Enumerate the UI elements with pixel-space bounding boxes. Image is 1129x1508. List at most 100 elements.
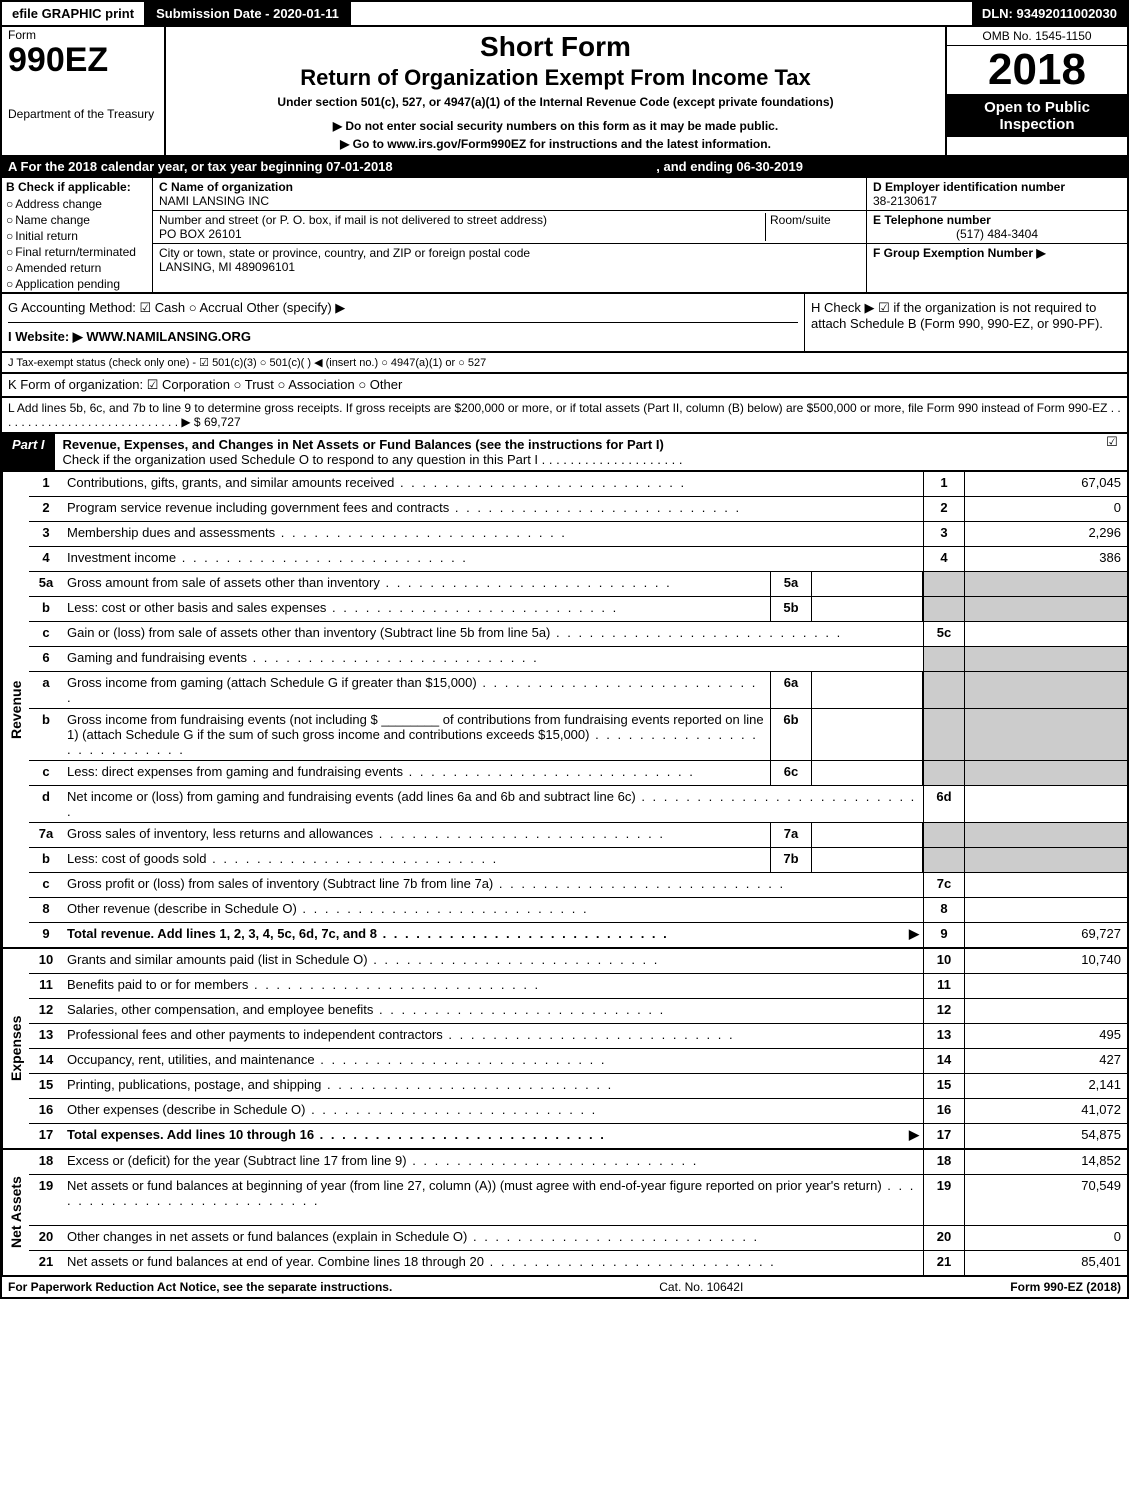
cell-org-name: C Name of organization NAMI LANSING INC — [153, 178, 866, 211]
submission-date-button[interactable]: Submission Date - 2020-01-11 — [146, 2, 351, 25]
line-b: bGross income from fundraising events (n… — [29, 709, 1127, 761]
line-d: dNet income or (loss) from gaming and fu… — [29, 786, 1127, 823]
line-desc: Investment income — [63, 547, 923, 571]
cb-final-return[interactable]: Final return/terminated — [2, 244, 152, 260]
line-2: 2Program service revenue including gover… — [29, 497, 1127, 522]
footer-cat-no: Cat. No. 10642I — [392, 1280, 1010, 1294]
line-value: 10,740 — [964, 949, 1127, 973]
meta-right-h: H Check ▶ ☑ if the organization is not r… — [804, 294, 1127, 351]
line-ref — [923, 761, 964, 785]
lbl-group-exemption: F Group Exemption Number ▶ — [873, 246, 1046, 260]
line-desc: Gaming and fundraising events — [63, 647, 923, 671]
line-number: 16 — [29, 1099, 63, 1123]
efile-print-button[interactable]: efile GRAPHIC print — [2, 2, 146, 25]
lbl-city: City or town, state or province, country… — [159, 246, 530, 260]
line-number: 7a — [29, 823, 63, 847]
line-value — [964, 786, 1127, 822]
room-suite: Room/suite — [765, 213, 860, 241]
line-value: 14,852 — [964, 1150, 1127, 1174]
line-5a: 5aGross amount from sale of assets other… — [29, 572, 1127, 597]
line-desc: Net assets or fund balances at end of ye… — [63, 1251, 923, 1275]
line-number: 10 — [29, 949, 63, 973]
line-desc: Gross amount from sale of assets other t… — [63, 572, 770, 596]
line-value — [964, 622, 1127, 646]
line-ref: 9 — [923, 923, 964, 947]
form-number: 990EZ — [8, 42, 158, 79]
row-l-gross-receipts: L Add lines 5b, 6c, and 7b to line 9 to … — [0, 398, 1129, 434]
cell-city: City or town, state or province, country… — [153, 244, 866, 292]
line-desc: Less: direct expenses from gaming and fu… — [63, 761, 770, 785]
accounting-method: G Accounting Method: ☑ Cash ○ Accrual Ot… — [8, 300, 798, 323]
line-number: 13 — [29, 1024, 63, 1048]
line-15: 15Printing, publications, postage, and s… — [29, 1074, 1127, 1099]
line-value: 495 — [964, 1024, 1127, 1048]
website[interactable]: I Website: ▶ WWW.NAMILANSING.ORG — [8, 329, 798, 345]
cb-initial-return[interactable]: Initial return — [2, 228, 152, 244]
line-ref: 12 — [923, 999, 964, 1023]
line-number: b — [29, 597, 63, 621]
line-desc: Salaries, other compensation, and employ… — [63, 999, 923, 1023]
line-3: 3Membership dues and assessments32,296 — [29, 522, 1127, 547]
line-number: 19 — [29, 1175, 63, 1225]
lbl-ein: D Employer identification number — [873, 180, 1065, 194]
footer-form-ref: Form 990-EZ (2018) — [1010, 1280, 1121, 1294]
line-number: 8 — [29, 898, 63, 922]
part-i-title: Revenue, Expenses, and Changes in Net As… — [55, 434, 1097, 470]
line-10: 10Grants and similar amounts paid (list … — [29, 949, 1127, 974]
line-number: 2 — [29, 497, 63, 521]
part-i-tag: Part I — [2, 434, 55, 470]
line-ref: 11 — [923, 974, 964, 998]
line-desc: Occupancy, rent, utilities, and maintena… — [63, 1049, 923, 1073]
line-1: 1Contributions, gifts, grants, and simil… — [29, 472, 1127, 497]
line-ref: 16 — [923, 1099, 964, 1123]
line-desc: Gross income from fundraising events (no… — [63, 709, 770, 760]
line-desc: Membership dues and assessments — [63, 522, 923, 546]
cb-application-pending[interactable]: Application pending — [2, 276, 152, 292]
cb-name-change[interactable]: Name change — [2, 212, 152, 228]
expenses-body: 10Grants and similar amounts paid (list … — [29, 949, 1127, 1148]
line-ref — [923, 823, 964, 847]
top-bar: efile GRAPHIC print Submission Date - 20… — [0, 0, 1129, 27]
line-value: 0 — [964, 1226, 1127, 1250]
line-number: 6 — [29, 647, 63, 671]
cb-address-change[interactable]: Address change — [2, 196, 152, 212]
line-value: 69,727 — [964, 923, 1127, 947]
line-12: 12Salaries, other compensation, and empl… — [29, 999, 1127, 1024]
line-value: 2,141 — [964, 1074, 1127, 1098]
header-center: Short Form Return of Organization Exempt… — [166, 27, 945, 155]
line-value — [964, 848, 1127, 872]
return-title: Return of Organization Exempt From Incom… — [176, 65, 935, 91]
header-right: OMB No. 1545-1150 2018 Open to Public In… — [945, 27, 1127, 155]
line-ref — [923, 709, 964, 760]
part-i-checkbox[interactable]: ☑ — [1097, 434, 1127, 470]
line-ref: 13 — [923, 1024, 964, 1048]
part-i-header: Part I Revenue, Expenses, and Changes in… — [0, 434, 1129, 472]
line-14: 14Occupancy, rent, utilities, and mainte… — [29, 1049, 1127, 1074]
line-c: cLess: direct expenses from gaming and f… — [29, 761, 1127, 786]
line-value — [964, 974, 1127, 998]
expenses-side-label: Expenses — [2, 949, 29, 1148]
line-desc: Gross profit or (loss) from sales of inv… — [63, 873, 923, 897]
sub-ref: 7b — [770, 848, 812, 872]
dept-treasury: Department of the Treasury — [8, 108, 158, 121]
footer-left: For Paperwork Reduction Act Notice, see … — [8, 1280, 392, 1294]
line-ref: 7c — [923, 873, 964, 897]
goto-link[interactable]: ▶ Go to www.irs.gov/Form990EZ for instru… — [176, 137, 935, 151]
line-4: 4Investment income4386 — [29, 547, 1127, 572]
line-desc: Less: cost of goods sold — [63, 848, 770, 872]
line-20: 20Other changes in net assets or fund ba… — [29, 1226, 1127, 1251]
line-desc: Excess or (deficit) for the year (Subtra… — [63, 1150, 923, 1174]
cb-amended-return[interactable]: Amended return — [2, 260, 152, 276]
line-desc: Other expenses (describe in Schedule O) — [63, 1099, 923, 1123]
line-value — [964, 823, 1127, 847]
ein-value: 38-2130617 — [873, 194, 937, 208]
line-value: 427 — [964, 1049, 1127, 1073]
net-assets-body: 18Excess or (deficit) for the year (Subt… — [29, 1150, 1127, 1275]
line-value: 386 — [964, 547, 1127, 571]
line-value — [964, 647, 1127, 671]
line-number: 9 — [29, 923, 63, 947]
line-number: d — [29, 786, 63, 822]
row-a-begin: A For the 2018 calendar year, or tax yea… — [8, 159, 393, 174]
line-value: 2,296 — [964, 522, 1127, 546]
line-value — [964, 873, 1127, 897]
